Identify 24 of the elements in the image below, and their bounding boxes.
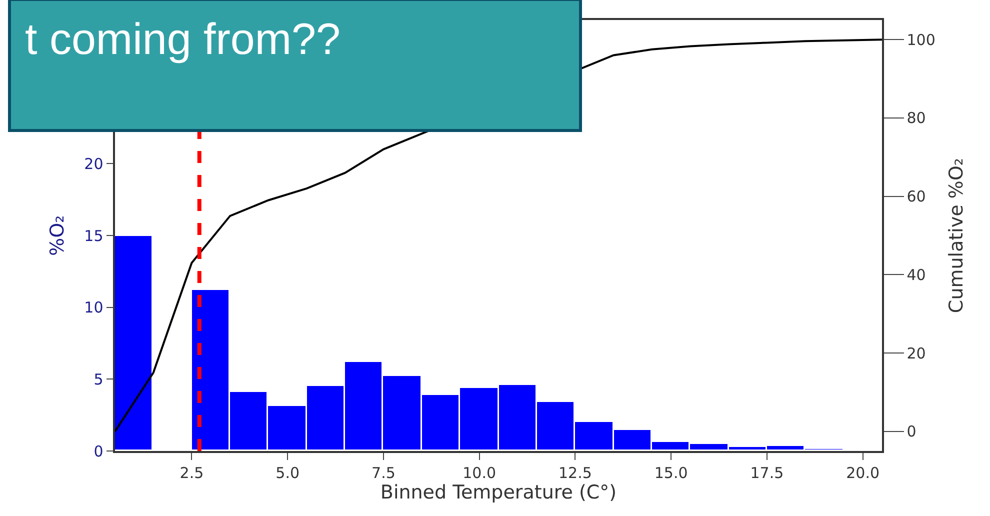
y2-tick-label: 0 [906, 422, 916, 441]
y-tick-label: 15 [84, 226, 104, 245]
y-tick-label: 0 [94, 442, 104, 460]
y2-tick-label: 100 [906, 30, 936, 49]
y-tick-label: 20 [84, 154, 104, 173]
y2-tick-label: 60 [906, 188, 926, 206]
x-tick-label: 15.0 [654, 464, 688, 482]
y-axis-title: %O₂ [46, 215, 69, 256]
x-tick-label: 20.0 [846, 464, 880, 482]
x-tick-label: 17.5 [750, 464, 784, 482]
x-tick-label: 12.5 [558, 464, 592, 482]
x-axis-title: Binned Temperature (C°) [380, 482, 617, 504]
picture-callout: t coming from?? [8, 0, 582, 132]
y2-tick-label: 80 [906, 109, 926, 128]
y2-tick-label: 40 [906, 266, 926, 284]
x-tick-label: 7.5 [372, 464, 396, 482]
x-tick-label: 2.5 [180, 464, 204, 482]
y-tick-label: 10 [84, 298, 104, 317]
y2-tick-label: 20 [906, 344, 926, 362]
y2-axis-title: Cumulative %O₂ [946, 158, 968, 314]
x-tick-label: 10.0 [462, 464, 496, 482]
x-tick-label: 5.0 [276, 464, 300, 482]
y-tick-label: 5 [94, 370, 104, 388]
annotation: t coming from?? [25, 15, 340, 64]
